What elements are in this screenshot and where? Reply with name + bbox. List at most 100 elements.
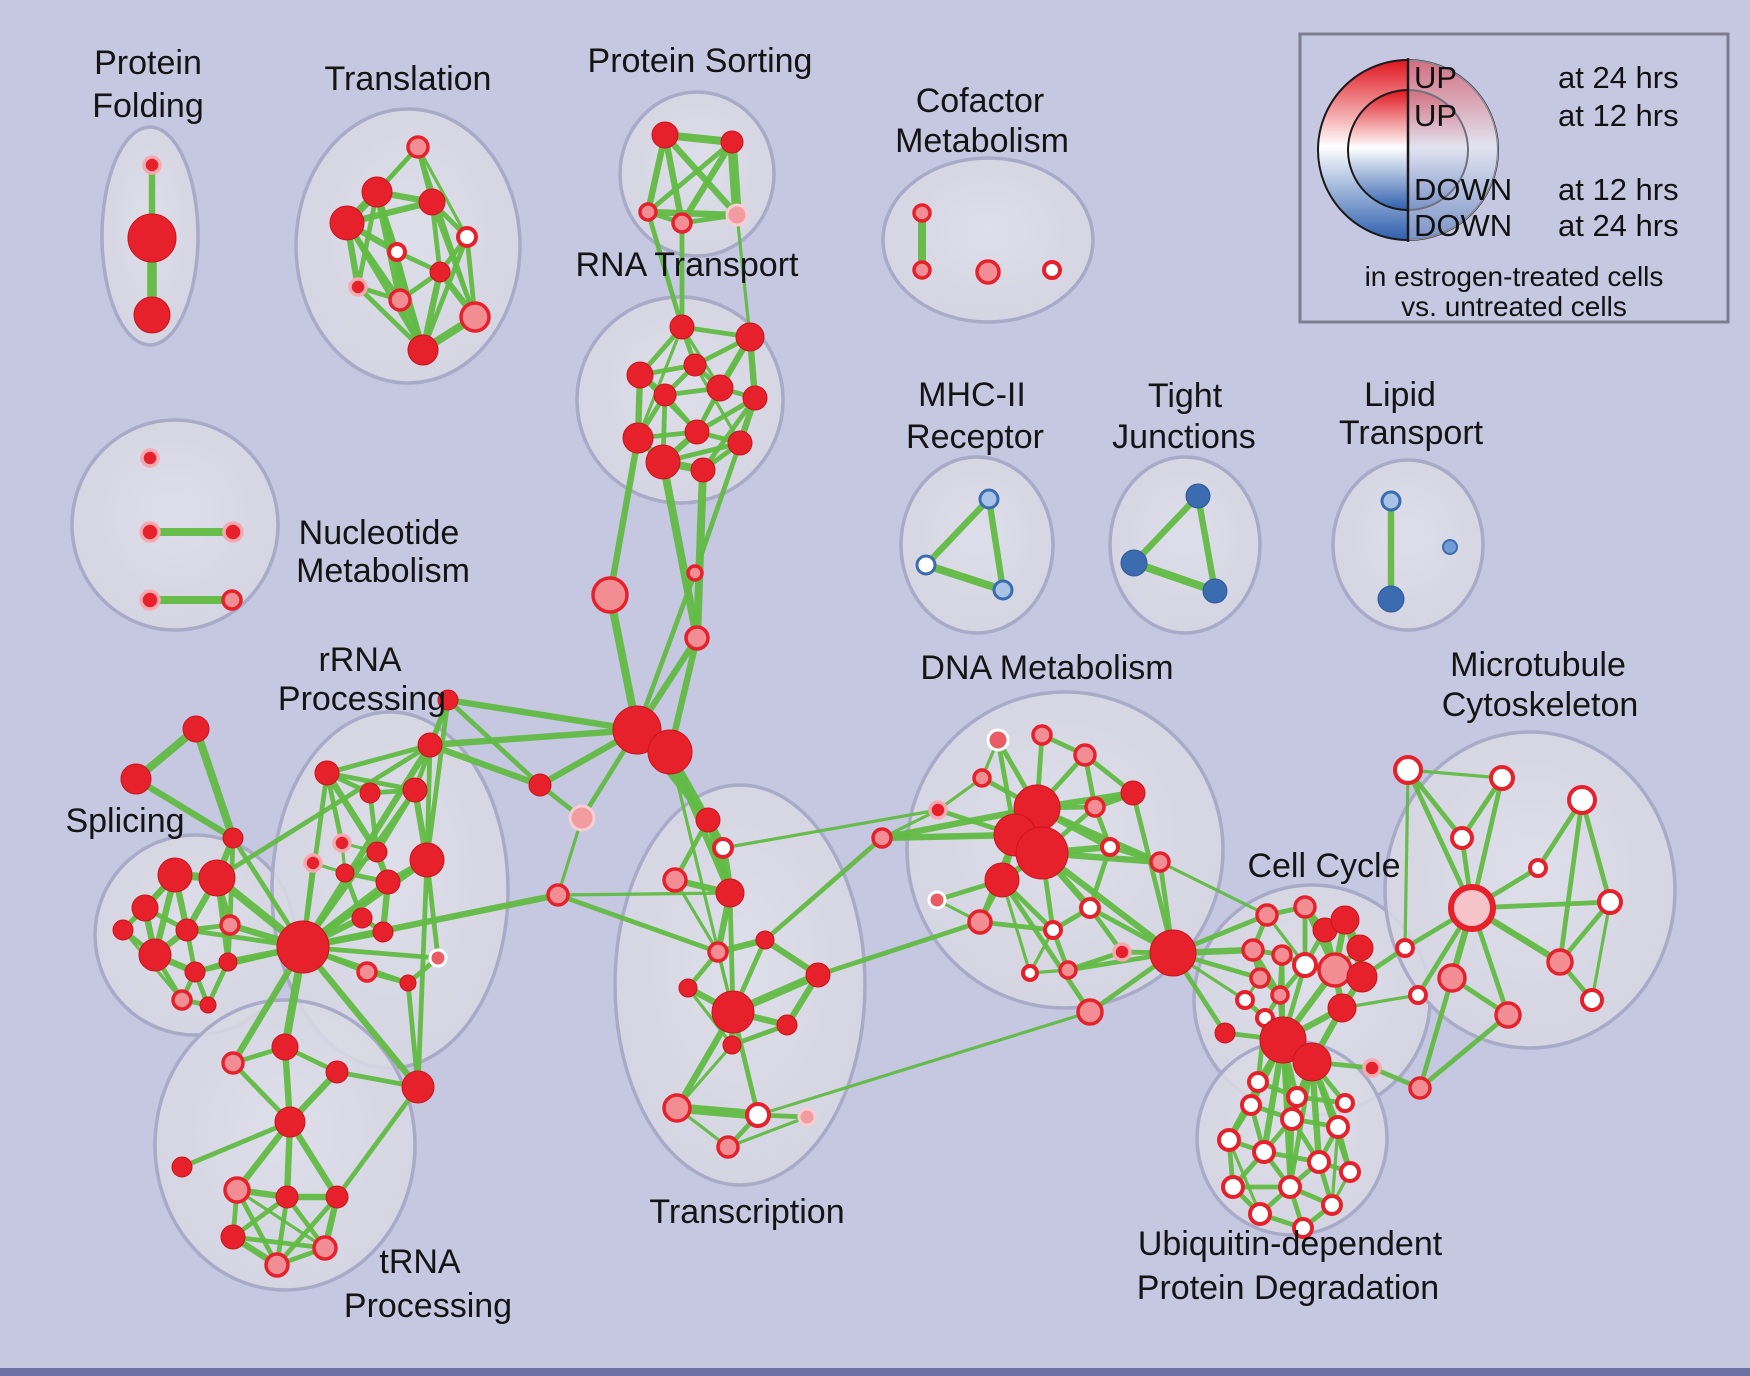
network-node: [912, 203, 932, 223]
network-node: [142, 155, 162, 175]
legend-footer-text: in estrogen-treated cells: [1365, 261, 1664, 292]
network-node: [221, 589, 243, 611]
network-node: [927, 890, 947, 910]
network-node: [1120, 780, 1146, 806]
network-edge: [645, 209, 685, 330]
network-node: [1442, 539, 1458, 555]
network-node: [1448, 884, 1496, 932]
network-edge: [192, 725, 237, 842]
network-node: [651, 121, 679, 149]
network-node: [375, 869, 401, 895]
network-edge: [815, 919, 983, 978]
label-splicing: Splicing: [65, 802, 184, 840]
network-node: [797, 1107, 817, 1127]
network-node: [684, 419, 710, 445]
network-node: [669, 314, 695, 340]
network-node: [157, 857, 193, 893]
label-lipid-transport: Lipid: [1364, 376, 1436, 414]
network-edge: [1403, 768, 1410, 950]
network-node: [402, 777, 428, 803]
network-edge: [762, 835, 885, 943]
network-node: [1321, 1194, 1343, 1216]
network-edge: [300, 787, 418, 950]
network-edge: [179, 1119, 293, 1170]
label-ubiquitin-degradation: Ubiquitin-dependent: [1138, 1225, 1443, 1263]
network-node: [711, 990, 755, 1034]
cluster-tight-junctions: [1108, 455, 1262, 635]
network-node: [388, 288, 412, 312]
network-node: [1270, 985, 1290, 1005]
network-node: [1450, 826, 1474, 850]
label-translation: Translation: [325, 60, 492, 98]
network-node: [568, 804, 596, 832]
network-node: [1271, 944, 1293, 966]
network-node: [1286, 1086, 1308, 1108]
network-node: [690, 457, 716, 483]
network-node: [271, 1033, 299, 1061]
network-node: [626, 361, 654, 389]
network-node: [722, 1035, 742, 1055]
network-node: [915, 554, 937, 576]
network-node: [712, 837, 734, 859]
network-node: [198, 859, 236, 897]
network-node: [978, 488, 1000, 510]
label-rrna-processing: rRNA: [318, 641, 401, 679]
label-cofactor-metabolism: Cofactor: [916, 82, 1045, 120]
network-node: [335, 863, 355, 883]
network-edge: [323, 769, 381, 856]
network-node: [406, 135, 430, 159]
network-node: [1185, 483, 1211, 509]
network-node: [171, 989, 193, 1011]
network-node: [1278, 1175, 1302, 1199]
label-protein-folding: Folding: [92, 87, 204, 125]
network-node: [1597, 889, 1623, 915]
network-edge: [634, 570, 698, 733]
network-edge: [416, 145, 469, 239]
network-node: [1259, 1016, 1307, 1064]
network-node: [1202, 578, 1228, 604]
network-edge: [726, 1115, 809, 1149]
legend-time-label: at 12 hrs: [1558, 98, 1679, 133]
label-mhc-ii-receptor: MHC-II: [918, 376, 1026, 414]
network-node: [972, 768, 992, 788]
network-node: [1112, 942, 1132, 962]
network-node: [1058, 960, 1078, 980]
network-node: [1317, 952, 1353, 988]
network-node: [1043, 920, 1063, 940]
network-node: [1408, 985, 1428, 1005]
network-edge: [1130, 790, 1176, 956]
network-edge: [426, 726, 641, 749]
network-node: [984, 862, 1020, 898]
network-node: [409, 842, 445, 878]
label-transcription: Transcription: [649, 1193, 844, 1231]
network-node: [755, 930, 775, 950]
network-node: [638, 202, 658, 222]
network-node: [612, 705, 662, 755]
network-node: [1084, 796, 1106, 818]
network-node: [361, 176, 393, 208]
network-node: [1528, 858, 1548, 878]
network-node: [314, 760, 340, 786]
network-edge: [636, 325, 684, 440]
figure-bottom-strip: [0, 1368, 1750, 1376]
network-edge: [444, 696, 641, 734]
network-edge: [606, 434, 642, 599]
node-layer: [112, 121, 1623, 1278]
cluster-lipid-transport: [1331, 458, 1485, 632]
network-node: [459, 301, 491, 333]
network-node: [871, 827, 893, 849]
label-microtubule-cytoskeleton: Microtubule: [1450, 646, 1626, 684]
network-node: [1346, 934, 1374, 962]
network-node: [222, 521, 244, 543]
network-edge: [661, 131, 686, 227]
network-node: [372, 921, 394, 943]
network-edge: [922, 561, 1007, 594]
label-trna-processing: tRNA: [379, 1243, 461, 1281]
legend-direction-label: UP: [1414, 60, 1457, 95]
network-node: [1339, 1161, 1361, 1183]
network-edge: [922, 495, 993, 569]
network-node: [1377, 585, 1405, 613]
network-node: [407, 334, 439, 366]
network-edge: [686, 986, 734, 1047]
